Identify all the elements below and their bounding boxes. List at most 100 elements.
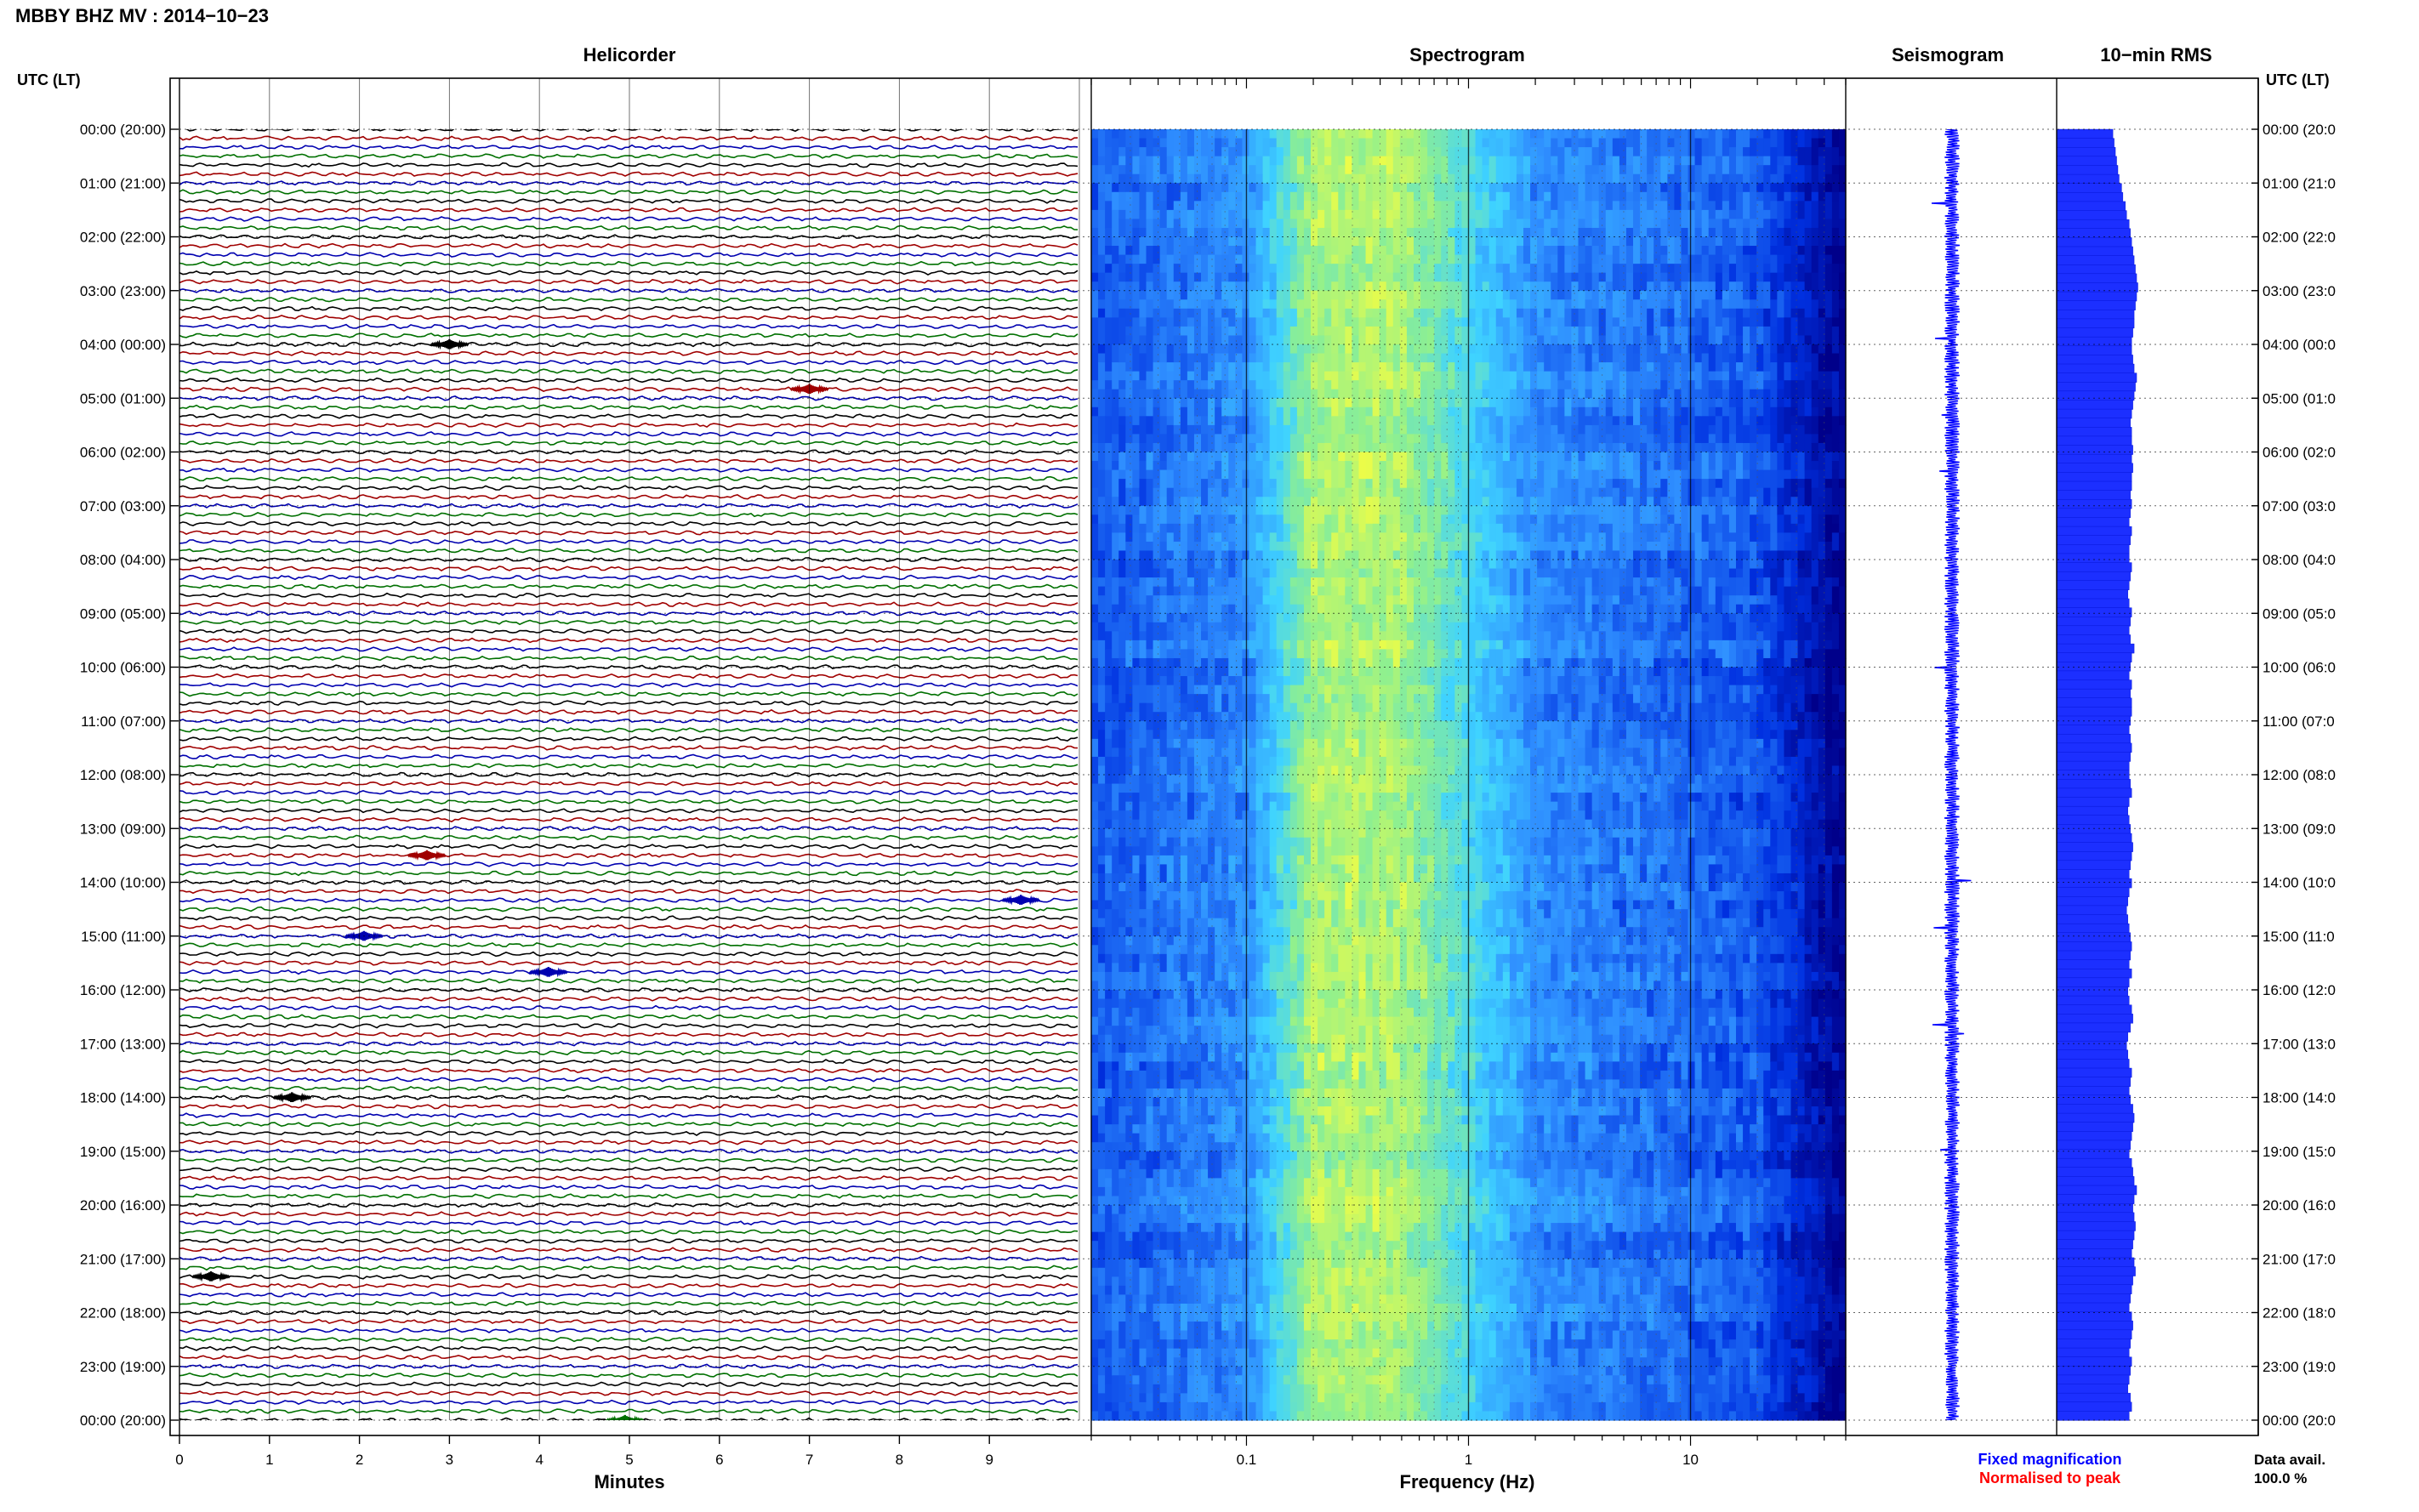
spectrogram-cell: [1523, 469, 1531, 489]
spectrogram-cell: [1091, 1115, 1099, 1143]
spectrogram-cell: [1098, 523, 1106, 552]
spectrogram-cell: [1338, 918, 1346, 946]
spectrogram-cell: [1139, 335, 1147, 355]
spectrogram-cell: [1509, 219, 1517, 238]
spectrogram-cell: [1118, 1348, 1126, 1358]
spectrogram-cell: [1427, 783, 1435, 811]
spectrogram-cell: [1475, 442, 1483, 471]
spectrogram-cell: [1523, 442, 1531, 471]
spectrogram-cell: [1311, 201, 1318, 220]
spectrogram-cell: [1283, 452, 1291, 471]
spectrogram-cell: [1228, 577, 1236, 605]
spectrogram-cell: [1235, 1366, 1243, 1376]
spectrogram-cell: [1551, 1043, 1558, 1054]
spectrogram-cell: [1502, 1205, 1511, 1215]
spectrogram-cell: [1139, 657, 1147, 668]
spectrogram-cell: [1488, 1223, 1497, 1242]
spectrogram-cell: [1153, 129, 1161, 139]
spectrogram-cell: [1091, 1205, 1099, 1215]
spectrogram-cell: [1441, 1330, 1449, 1358]
spectrogram-cell: [1289, 981, 1298, 1000]
spectrogram-cell: [1173, 1348, 1181, 1358]
spectrogram-cell: [1249, 406, 1257, 426]
spectrogram-cell: [1296, 935, 1305, 955]
spectrogram-cell: [1537, 775, 1545, 785]
spectrogram-cell: [1392, 371, 1401, 381]
spectrogram-cell: [1448, 828, 1455, 847]
spectrogram-cell: [1338, 1160, 1346, 1170]
spectrogram-cell: [1318, 775, 1325, 803]
spectrogram-cell: [1358, 927, 1367, 937]
spectrogram-cell: [1358, 935, 1367, 963]
spectrogram-cell: [1283, 254, 1291, 282]
spectrogram-cell: [1132, 1312, 1141, 1340]
spectrogram-cell: [1118, 1401, 1126, 1421]
spectrogram-cell: [1468, 219, 1477, 238]
spectrogram-cell: [1173, 308, 1181, 327]
spectrogram-cell: [1551, 371, 1558, 399]
spectrogram-cell: [1441, 1142, 1449, 1161]
spectrogram-cell: [1283, 783, 1291, 793]
spectrogram-cell: [1530, 452, 1538, 480]
spectrogram-cell: [1242, 308, 1250, 318]
spectrogram-cell: [1249, 1375, 1257, 1403]
spectrogram-cell: [1118, 191, 1126, 211]
figure-title: MBBY BHZ MV : 2014−10−23: [15, 5, 269, 26]
spectrogram-cell: [1482, 935, 1490, 946]
spectrogram-cell: [1262, 1097, 1271, 1107]
spectrogram-cell: [1132, 1375, 1141, 1385]
spectrogram-cell: [1331, 1339, 1339, 1358]
spectrogram-cell: [1386, 209, 1394, 229]
spectrogram-cell: [1242, 1267, 1250, 1296]
spectrogram-cell: [1537, 712, 1545, 722]
spectrogram-cell: [1125, 1276, 1133, 1296]
spectrogram-cell: [1125, 756, 1133, 776]
spectrogram-cell: [1091, 389, 1099, 408]
spectrogram-cell: [1448, 1294, 1455, 1305]
spectrogram-cell: [1303, 1034, 1312, 1044]
spectrogram-cell: [1468, 837, 1477, 847]
spectrogram-cell: [1461, 953, 1470, 973]
spectrogram-cell: [1345, 1339, 1353, 1350]
spectrogram-cell: [1283, 1384, 1291, 1413]
spectrogram-cell: [1153, 246, 1161, 264]
spectrogram-cell: [1289, 1178, 1298, 1188]
spectrogram-cell: [1091, 514, 1099, 525]
spectrogram-cell: [1318, 694, 1325, 713]
spectrogram-cell: [1201, 720, 1209, 740]
spectrogram-cell: [1461, 1285, 1470, 1296]
spectrogram-cell: [1296, 398, 1305, 417]
spectrogram-cell: [1132, 380, 1141, 399]
spectrogram-cell: [1461, 909, 1470, 928]
spectrogram-cell: [1215, 1043, 1222, 1062]
spectrogram-cell: [1537, 1401, 1545, 1421]
spectrogram-cell: [1488, 971, 1497, 982]
spectrogram-cell: [1187, 1061, 1195, 1081]
spectrogram-cell: [1173, 219, 1181, 238]
spectrogram-cell: [1475, 1366, 1483, 1394]
spectrogram-cell: [1221, 712, 1229, 722]
spectrogram-cell: [1345, 299, 1353, 310]
spectrogram-cell: [1091, 442, 1099, 453]
spectrogram-cell: [1523, 639, 1531, 659]
spectrogram-cell: [1392, 1401, 1401, 1421]
spectrogram-cell: [1159, 775, 1168, 803]
spectrogram-cell: [1448, 694, 1455, 722]
spectrogram-cell: [1173, 1259, 1181, 1269]
spectrogram-cell: [1338, 1124, 1346, 1134]
spectrogram-cell: [1488, 846, 1497, 874]
spectrogram-cell: [1296, 416, 1305, 435]
spectrogram-cell: [1488, 371, 1497, 381]
spectrogram-cell: [1379, 1357, 1387, 1367]
spectrogram-cell: [1105, 1142, 1113, 1170]
spectrogram-cell: [1187, 497, 1195, 525]
spectrogram-cell: [1311, 577, 1318, 596]
spectrogram-cell: [1516, 398, 1524, 417]
spectrogram-cell: [1118, 613, 1126, 632]
spectrogram-cell: [1537, 873, 1545, 884]
spectrogram-cell: [1413, 945, 1421, 973]
spectrogram-cell: [1413, 308, 1421, 318]
spectrogram-cell: [1544, 1124, 1551, 1134]
spectrogram-cell: [1530, 702, 1538, 730]
spectrogram-cell: [1475, 317, 1483, 327]
